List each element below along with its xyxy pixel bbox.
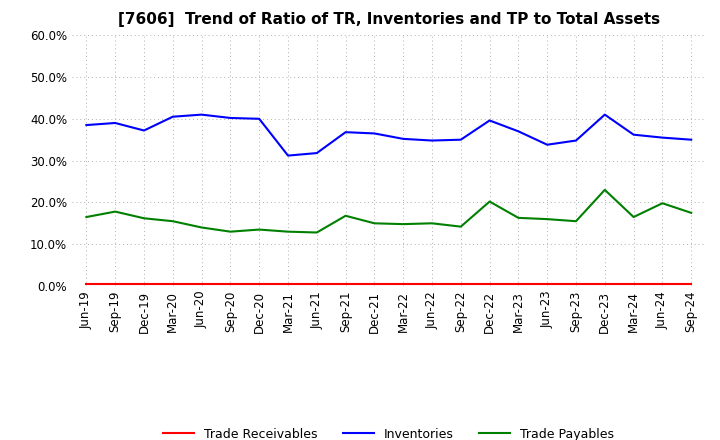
Trade Payables	[399, 221, 408, 227]
Trade Payables	[140, 216, 148, 221]
Trade Payables	[168, 219, 177, 224]
Inventories	[514, 128, 523, 134]
Inventories	[312, 150, 321, 156]
Trade Receivables	[485, 281, 494, 286]
Trade Receivables	[370, 281, 379, 286]
Inventories	[687, 137, 696, 142]
Trade Receivables	[514, 281, 523, 286]
Trade Payables	[600, 187, 609, 192]
Inventories	[428, 138, 436, 143]
Trade Payables	[197, 225, 206, 230]
Trade Payables	[370, 221, 379, 226]
Trade Receivables	[543, 281, 552, 286]
Trade Receivables	[197, 281, 206, 286]
Trade Receivables	[658, 281, 667, 286]
Trade Receivables	[226, 281, 235, 286]
Inventories	[399, 136, 408, 142]
Inventories	[572, 138, 580, 143]
Line: Trade Payables: Trade Payables	[86, 190, 691, 232]
Trade Receivables	[140, 281, 148, 286]
Inventories	[543, 142, 552, 147]
Inventories	[197, 112, 206, 117]
Inventories	[82, 122, 91, 128]
Trade Payables	[255, 227, 264, 232]
Inventories	[341, 129, 350, 135]
Trade Receivables	[168, 281, 177, 286]
Legend: Trade Receivables, Inventories, Trade Payables: Trade Receivables, Inventories, Trade Pa…	[158, 423, 619, 440]
Trade Receivables	[399, 281, 408, 286]
Inventories	[370, 131, 379, 136]
Inventories	[600, 112, 609, 117]
Trade Receivables	[82, 281, 91, 286]
Trade Payables	[543, 216, 552, 222]
Title: [7606]  Trend of Ratio of TR, Inventories and TP to Total Assets: [7606] Trend of Ratio of TR, Inventories…	[118, 12, 660, 27]
Trade Receivables	[428, 281, 436, 286]
Trade Payables	[629, 214, 638, 220]
Inventories	[111, 120, 120, 126]
Line: Inventories: Inventories	[86, 115, 691, 156]
Trade Payables	[341, 213, 350, 218]
Trade Receivables	[629, 281, 638, 286]
Trade Receivables	[687, 281, 696, 286]
Trade Receivables	[312, 281, 321, 286]
Trade Payables	[485, 199, 494, 204]
Trade Payables	[514, 215, 523, 220]
Trade Payables	[226, 229, 235, 234]
Trade Payables	[312, 230, 321, 235]
Inventories	[456, 137, 465, 142]
Trade Payables	[82, 214, 91, 220]
Inventories	[485, 118, 494, 123]
Trade Receivables	[284, 281, 292, 286]
Inventories	[255, 116, 264, 121]
Trade Receivables	[255, 281, 264, 286]
Trade Receivables	[456, 281, 465, 286]
Trade Payables	[111, 209, 120, 214]
Inventories	[226, 115, 235, 121]
Inventories	[629, 132, 638, 137]
Inventories	[140, 128, 148, 133]
Trade Receivables	[341, 281, 350, 286]
Trade Payables	[284, 229, 292, 234]
Trade Payables	[687, 210, 696, 216]
Trade Receivables	[572, 281, 580, 286]
Trade Payables	[456, 224, 465, 229]
Inventories	[284, 153, 292, 158]
Inventories	[168, 114, 177, 119]
Trade Payables	[572, 219, 580, 224]
Trade Payables	[428, 221, 436, 226]
Trade Receivables	[600, 281, 609, 286]
Trade Receivables	[111, 281, 120, 286]
Inventories	[658, 135, 667, 140]
Trade Payables	[658, 201, 667, 206]
